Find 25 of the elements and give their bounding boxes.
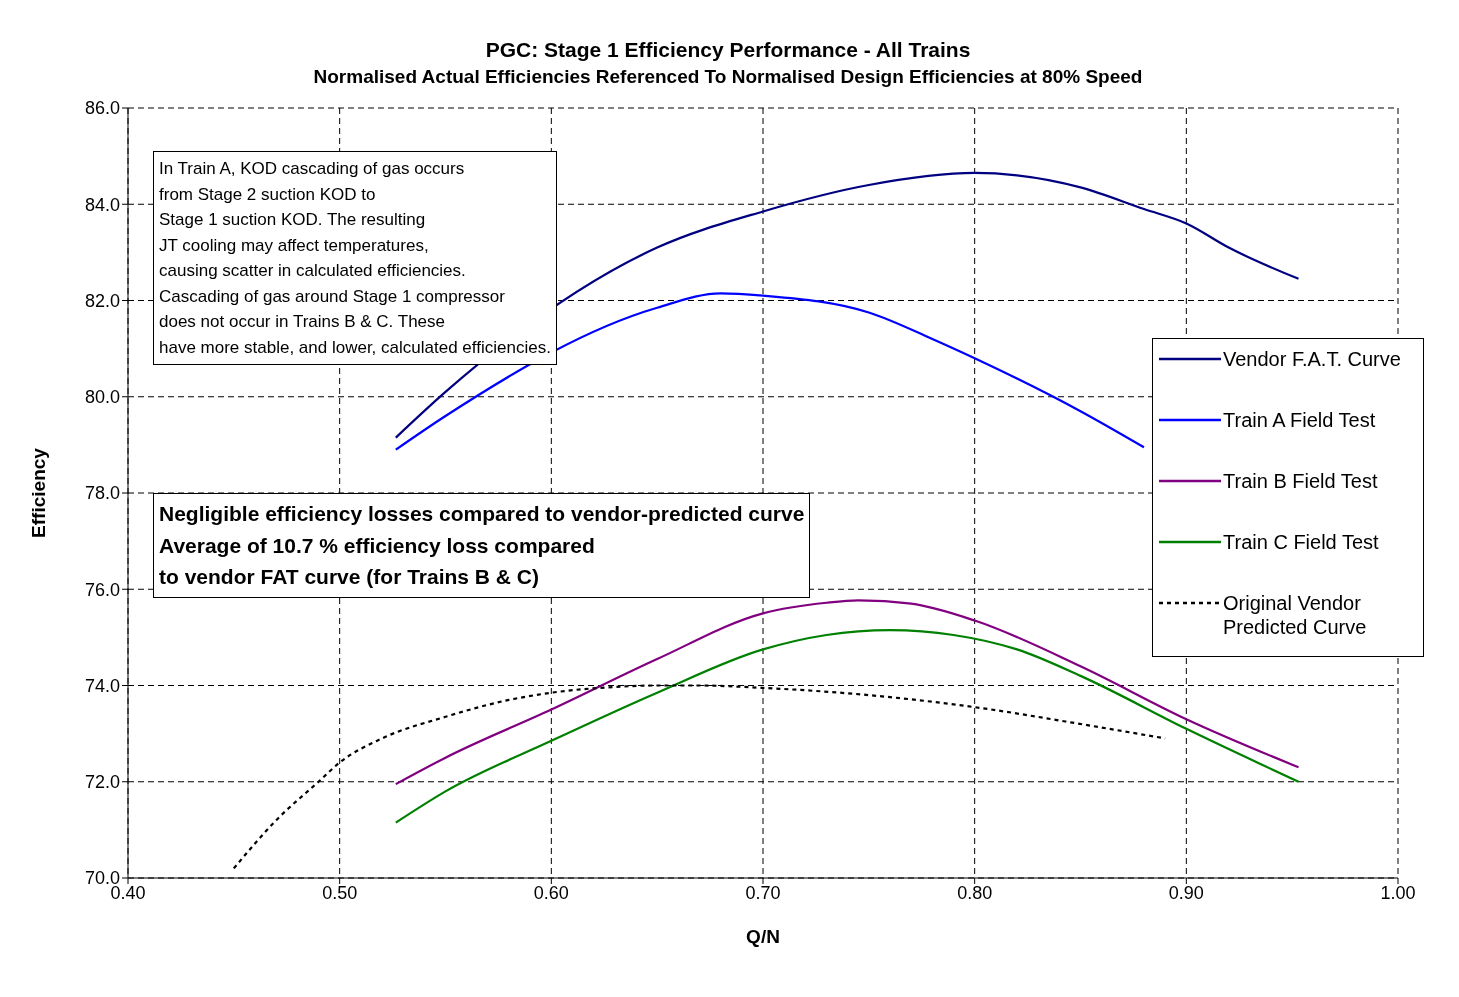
y-tick-label: 82.0 <box>84 290 120 311</box>
legend-label: Train C Field Test <box>1223 530 1379 554</box>
x-tick-label: 0.70 <box>745 882 781 903</box>
y-tick-label: 74.0 <box>84 675 120 696</box>
legend-label: Vendor F.A.T. Curve <box>1223 347 1401 371</box>
y-tick-label: 86.0 <box>84 98 120 119</box>
x-tick-label: 1.00 <box>1380 882 1416 903</box>
y-tick-label: 84.0 <box>84 194 120 215</box>
y-tick-label: 76.0 <box>84 579 120 600</box>
x-tick-label: 0.50 <box>322 882 358 903</box>
x-tick-label: 0.90 <box>1168 882 1204 903</box>
y-axis-title: Efficiency <box>27 447 49 538</box>
legend-label: Train A Field Test <box>1223 408 1376 432</box>
x-tick-label: 0.60 <box>533 882 569 903</box>
legend-label: Original Vendor Predicted Curve <box>1223 591 1368 639</box>
x-tick-label: 0.80 <box>957 882 993 903</box>
x-axis-title: Q/N <box>746 926 780 947</box>
y-tick-label: 80.0 <box>84 387 120 408</box>
chart-subtitle: Normalised Actual Efficiencies Referenced To Normalised Design Efficiencies at 80% Speed <box>312 66 1144 88</box>
y-tick-label: 72.0 <box>84 772 120 793</box>
annotation: In Train A, KOD cascading of gas occurs from Stage 2 suction KOD to Stage 1 suction KOD. The resulting JT cooling may affect temperatures, causing scatter in calculated efficiencies. Cascading of gas around Stage 1 compressor does not occur in Trains B & C. These have more stable, and lower, calculated efficiencies. <box>153 151 557 365</box>
chart-title: PGC: Stage 1 Efficiency Performance - All Trains <box>484 37 972 62</box>
annotation: Negligible efficiency losses compared to vendor-predicted curve Average of 10.7 % efficiency loss compared to vendor FAT curve (for Trains B & C) <box>153 493 811 598</box>
y-tick-label: 78.0 <box>84 483 120 504</box>
legend-label: Train B Field Test <box>1223 469 1378 493</box>
